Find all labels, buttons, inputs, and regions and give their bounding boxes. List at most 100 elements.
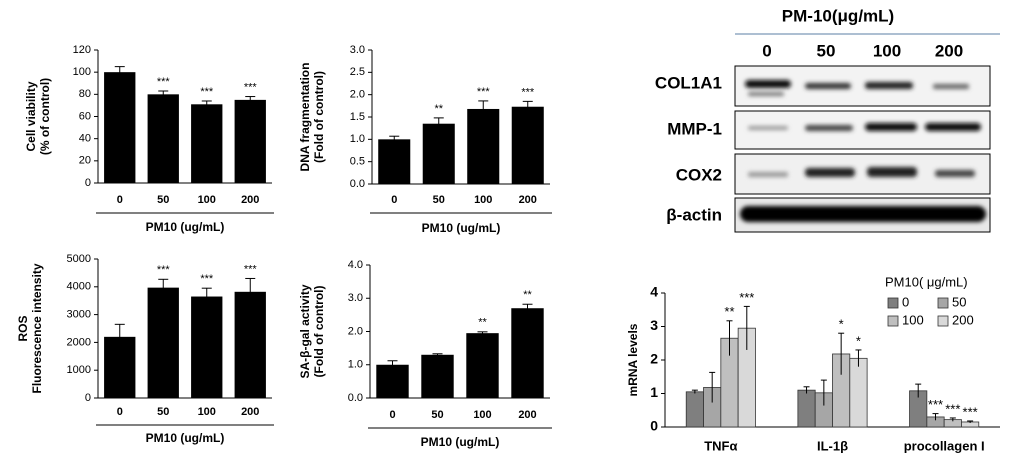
error-bar [114,323,125,350]
y-tick-label: 5000 [67,253,91,265]
western-blot: PM-10(μg/mL) 0 50 100 200 COL1A1 MMP-1 C… [655,6,1000,233]
lane-label: 50 [817,41,836,60]
bar [849,357,868,428]
significance-label: * [839,317,844,332]
y-tick-label: 80 [79,88,91,100]
y-axis-title: SA-β-gal activity [298,284,312,378]
y-tick-label: 4.0 [348,259,363,271]
y-tick-label: 3 [650,317,658,333]
bar [422,123,455,184]
error-bar [522,303,533,313]
legend-label: 0 [902,294,909,309]
lane-label: 100 [873,41,901,60]
error-bar [743,305,750,350]
y-tick-label: 0.5 [350,156,365,168]
y-axis-title: (% of control) [38,78,52,155]
y-axis-title: mRNA levels [626,323,640,396]
bar [191,296,223,398]
legend-swatch [937,315,949,327]
y-tick-label: 1.0 [350,133,365,145]
legend-label: 50 [952,294,966,309]
significance-label: ** [434,103,443,115]
error-bar [855,349,862,367]
y-tick-label: 3.0 [350,44,365,56]
y-axis-title: Cell viability [24,81,38,151]
x-tick-label: 0 [391,194,397,206]
x-tick-label: 50 [431,409,443,421]
y-axis-title: ROS [16,315,30,341]
significance-label: *** [477,86,491,98]
x-tick-label: 50 [157,406,169,418]
y-tick-label: 100 [73,66,91,78]
significance-label: *** [945,401,960,416]
legend-swatch [887,315,899,327]
bar [191,104,223,183]
x-tick-label: 200 [518,409,536,421]
error-bar [114,66,125,78]
error-bar [389,135,400,143]
bar [797,389,816,428]
significance-label: *** [963,404,978,419]
x-tick-label: 100 [473,409,491,421]
x-tick-label: 0 [389,409,395,421]
error-bar [949,417,956,422]
significance-label: *** [739,290,754,305]
y-tick-label: 0 [650,418,658,434]
error-bar [477,331,488,335]
bar [104,72,136,183]
lane-label: 0 [762,41,771,60]
x-tick-label: 100 [198,406,216,418]
y-tick-label: 2 [650,351,658,367]
bar [234,291,266,398]
row-label: MMP-1 [667,119,722,138]
y-tick-label: 4 [650,284,658,300]
legend-title: PM10( μg/mL) [885,274,968,289]
significance-label: *** [928,397,943,412]
y-tick-label: 0.0 [348,392,363,404]
error-bar [201,100,212,108]
error-bar [932,413,939,421]
error-bar [245,277,256,306]
y-tick-label: 1 [650,384,658,400]
row-label: COX2 [676,165,722,184]
x-tick-label: 50 [157,194,169,206]
error-bar [820,379,827,406]
x-tick-label: 100 [198,194,216,206]
x-tick-label: 200 [241,194,259,206]
significance-label: *** [244,81,258,93]
bar [511,308,544,398]
error-bar [709,371,716,403]
legend-label: 200 [952,312,974,327]
significance-label: *** [157,264,171,276]
error-bar [726,320,733,356]
significance-label: ** [523,289,532,301]
x-tick-label: 0 [117,406,123,418]
error-bar [691,389,698,394]
x-tick-label: TNFα [704,438,737,453]
y-tick-label: 3.0 [348,292,363,304]
significance-label: ** [724,304,734,319]
y-tick-label: 0 [85,392,91,404]
significance-label: *** [521,86,535,98]
error-bar [915,383,922,398]
significance-label: *** [244,263,258,275]
y-tick-label: 2.5 [350,66,365,78]
bar [376,364,409,398]
x-tick-label: 100 [474,194,492,206]
bar [685,391,704,428]
y-tick-label: 1.5 [350,111,365,123]
error-bar [522,100,533,113]
error-bar [158,278,169,296]
error-bar [803,386,810,394]
error-bar [387,360,398,369]
y-tick-label: 3000 [67,309,91,321]
bar [511,106,544,184]
y-tick-label: 4000 [67,281,91,293]
bar [421,354,454,398]
x-axis-title: PM10 (ug/mL) [422,221,501,235]
error-bar [838,332,845,375]
legend-label: 100 [902,312,924,327]
y-axis-title: DNA fragmentation [298,63,312,172]
x-tick-label: 200 [241,406,259,418]
